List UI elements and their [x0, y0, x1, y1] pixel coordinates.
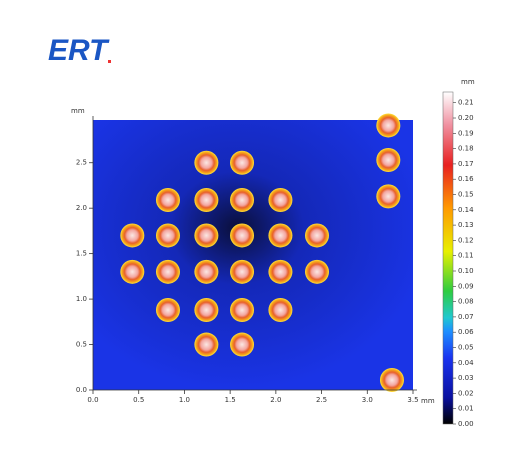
colorbar-tick-label: 0.12	[458, 236, 474, 244]
x-tick-label: 3.0	[362, 396, 373, 404]
colorbar-tick-label: 0.01	[458, 405, 474, 413]
colorbar-tick-label: 0.05	[458, 344, 474, 352]
colorbar-tick-label: 0.04	[458, 359, 474, 367]
colorbar-tick-label: 0.20	[458, 114, 474, 122]
colorbar-tick-label: 0.15	[458, 191, 474, 199]
colorbar-tick-label: 0.08	[458, 298, 474, 306]
bump	[194, 150, 219, 175]
bump	[230, 223, 255, 248]
bump	[268, 259, 293, 284]
colorbar-tick-label: 0.11	[458, 252, 474, 260]
colorbar-tick-label: 0.19	[458, 129, 474, 137]
bump	[155, 223, 180, 248]
colorbar-tick-label: 0.13	[458, 221, 474, 229]
colorbar-tick-label: 0.18	[458, 145, 474, 153]
colorbar-tick-label: 0.09	[458, 282, 474, 290]
bump	[305, 223, 329, 248]
bump	[379, 368, 404, 392]
colorbar-tick-label: 0.00	[458, 420, 474, 428]
bump	[155, 298, 180, 322]
colorbar-tick-label: 0.03	[458, 374, 474, 382]
bump	[268, 223, 293, 248]
bump	[230, 298, 255, 322]
x-tick-label: 0.5	[133, 396, 144, 404]
colorbar-tick-label: 0.21	[458, 99, 474, 107]
logo: ERT	[48, 34, 110, 67]
colorbar-tick-label: 0.10	[458, 267, 474, 275]
bump	[268, 298, 293, 322]
colorbar-tick-label: 0.07	[458, 313, 474, 321]
bump	[194, 259, 219, 284]
bump	[376, 113, 401, 138]
y-tick-label: 0.0	[76, 386, 87, 394]
x-axis-label: mm	[421, 397, 435, 405]
bump	[376, 148, 401, 172]
bump	[155, 188, 180, 212]
x-tick-label: 1.0	[179, 396, 190, 404]
y-tick-label: 2.5	[76, 159, 87, 167]
y-axis-label: mm	[71, 107, 85, 115]
x-tick-label: 0.0	[87, 396, 98, 404]
bump	[120, 223, 145, 248]
x-tick-label: 3.5	[407, 396, 418, 404]
colorbar	[442, 91, 454, 425]
bump	[230, 332, 255, 357]
x-tick-label: 2.5	[316, 396, 327, 404]
bump	[268, 188, 293, 212]
colorbar-tick-label: 0.06	[458, 328, 474, 336]
colorbar-tick-label: 0.16	[458, 175, 474, 183]
colorbar-label: mm	[461, 78, 475, 86]
colorbar-tick-label: 0.02	[458, 389, 474, 397]
bump	[194, 223, 219, 248]
bump	[155, 259, 180, 284]
colorbar-tick-label: 0.14	[458, 206, 474, 214]
y-tick-label: 1.0	[76, 295, 87, 303]
logo-dot	[108, 60, 111, 63]
y-tick-label: 1.5	[76, 250, 87, 258]
bump	[230, 259, 255, 284]
y-tick-label: 2.0	[76, 204, 87, 212]
bump	[230, 150, 255, 175]
bump	[194, 332, 219, 357]
x-tick-label: 1.5	[225, 396, 236, 404]
bump	[230, 188, 255, 212]
bump	[376, 184, 401, 209]
bump	[194, 188, 219, 212]
bump	[120, 259, 145, 284]
colorbar-tick-label: 0.17	[458, 160, 474, 168]
bump	[305, 259, 329, 284]
y-tick-label: 0.5	[76, 341, 87, 349]
bump	[194, 298, 219, 322]
x-tick-label: 2.0	[270, 396, 281, 404]
